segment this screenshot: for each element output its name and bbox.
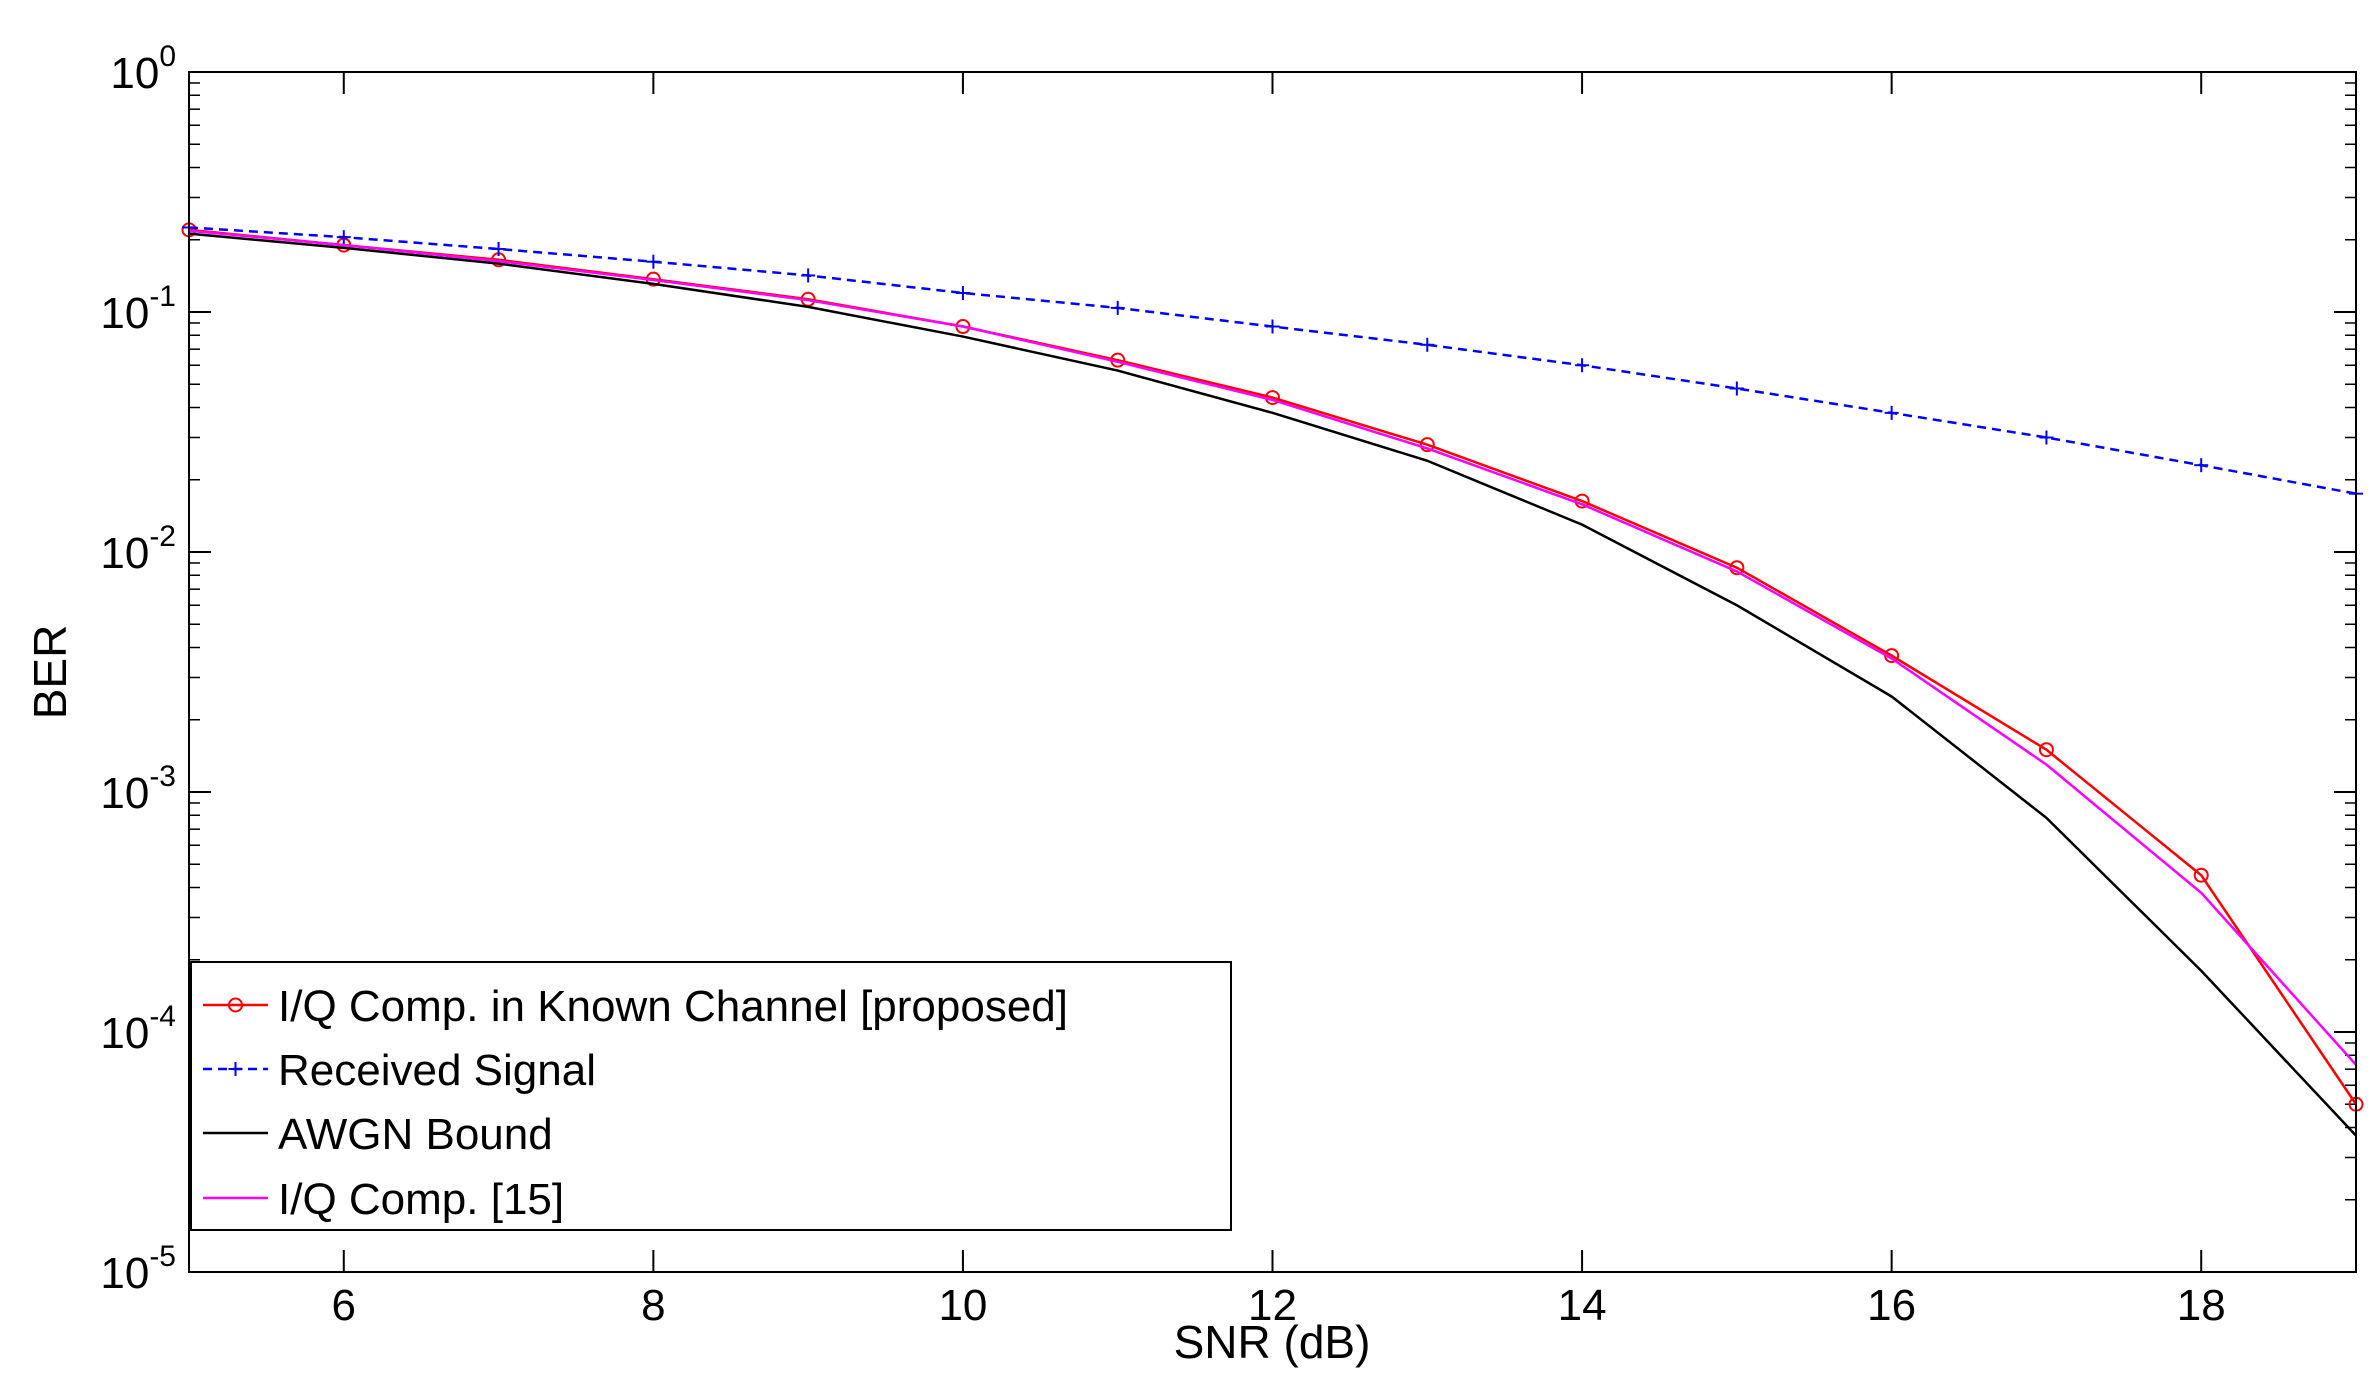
y-axis-label: BER (24, 625, 76, 720)
series-line (188, 229, 2357, 1066)
series-line (188, 232, 2357, 1137)
x-tick-label: 10 (938, 1281, 987, 1330)
data-point (2038, 742, 2054, 758)
y-tick-exponent: -1 (149, 280, 176, 313)
y-tick-label: 10-4 (100, 1000, 176, 1058)
legend-label: AWGN Bound (278, 1110, 553, 1159)
data-point (646, 254, 661, 269)
series-awgn-bound (188, 232, 2357, 1137)
y-tick-label: 10-3 (100, 760, 176, 818)
x-tick-labels: 6 8 10 12 14 16 18 (332, 1281, 2226, 1330)
major-ticks (189, 71, 2356, 1273)
x-axis-label: SNR (dB) (1174, 1316, 1371, 1368)
y-tick-exponent: -5 (149, 1240, 176, 1273)
x-tick-label: 8 (641, 1281, 665, 1330)
x-tick-label: 6 (332, 1281, 356, 1330)
y-tick-exponent: -4 (149, 1000, 176, 1033)
data-point (491, 242, 506, 257)
y-tick-base: 10 (100, 289, 149, 338)
legend-entry: I/Q Comp. [15] (203, 1175, 564, 1224)
data-point (336, 230, 351, 245)
x-tick-label: 12 (1248, 1281, 1297, 1330)
y-tick-base: 10 (100, 1249, 149, 1298)
y-tick-exponent: -2 (149, 520, 176, 553)
data-point (2193, 867, 2209, 883)
data-point (1420, 337, 1435, 352)
data-point (1575, 358, 1590, 373)
legend-label: I/Q Comp. [15] (278, 1175, 564, 1224)
series-i-q-comp-15 (188, 229, 2357, 1066)
y-tick-base: 10 (100, 1009, 149, 1058)
y-tick-label: 10-1 (100, 280, 176, 338)
data-point (1729, 381, 1744, 396)
data-point (955, 285, 970, 300)
y-tick-base: 10 (110, 49, 159, 98)
data-point (1110, 300, 1125, 315)
legend: I/Q Comp. in Known Channel [proposed] Rec… (190, 961, 1232, 1231)
y-tick-label: 100 (110, 40, 176, 98)
x-tick-label: 18 (2177, 1281, 2226, 1330)
data-point (1265, 319, 1280, 334)
data-point (2194, 458, 2209, 473)
legend-box (190, 961, 1232, 1231)
series-received-signal (182, 220, 2363, 501)
data-point (1884, 405, 1899, 420)
legend-label: I/Q Comp. in Known Channel [proposed] (278, 982, 1068, 1031)
legend-entry: Received Signal (203, 1046, 596, 1095)
y-tick-label: 10-2 (100, 520, 176, 578)
legend-label: Received Signal (278, 1046, 596, 1095)
legend-entry: AWGN Bound (203, 1110, 553, 1159)
x-tick-label: 16 (1867, 1281, 1916, 1330)
legend-entry: I/Q Comp. in Known Channel [proposed] (203, 982, 1068, 1031)
data-point (2039, 430, 2054, 445)
y-tick-base: 10 (100, 529, 149, 578)
y-tick-exponent: 0 (159, 40, 176, 73)
x-tick-label: 14 (1558, 1281, 1607, 1330)
data-point (801, 268, 816, 283)
data-point (1419, 437, 1435, 453)
legend-marker (228, 997, 243, 1013)
y-tick-base: 10 (100, 769, 149, 818)
series-layer (181, 220, 2364, 1137)
axes-box (188, 71, 2357, 1273)
y-tick-exponent: -3 (149, 760, 176, 793)
legend-marker (228, 1062, 243, 1076)
y-tick-label: 10-5 (100, 1240, 176, 1298)
